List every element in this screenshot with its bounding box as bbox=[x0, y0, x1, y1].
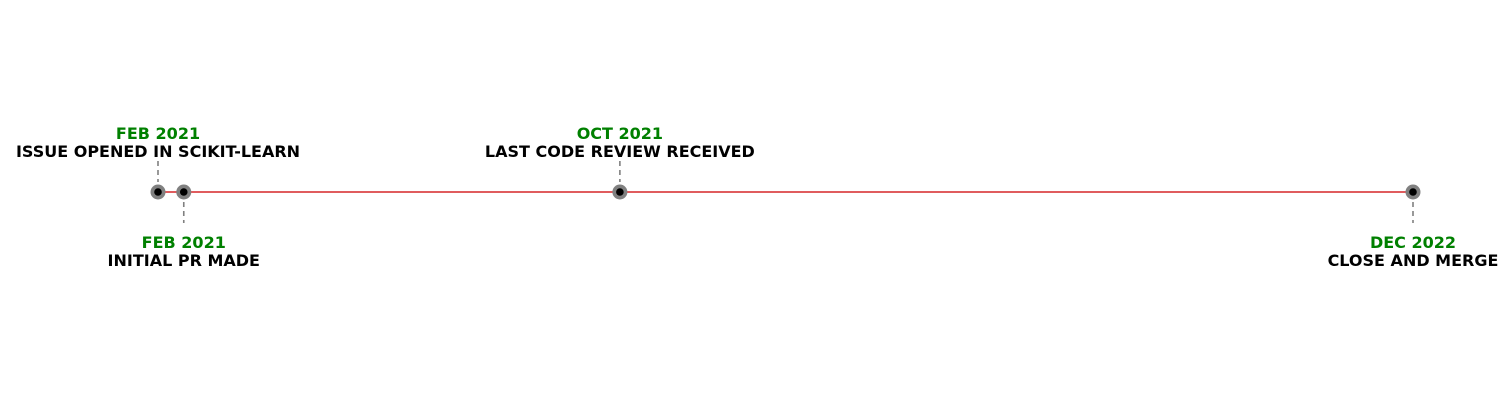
event-label-3: LAST CODE REVIEW RECEIVED bbox=[485, 142, 755, 161]
event-date-label-1: FEB 2021 bbox=[116, 124, 200, 143]
event-date-label-2: FEB 2021 bbox=[142, 233, 226, 252]
event-marker-dot-1 bbox=[154, 188, 162, 196]
event-label-2: INITIAL PR MADE bbox=[108, 251, 260, 270]
event-marker-dot-3 bbox=[616, 188, 624, 196]
stem-layer bbox=[157, 161, 1414, 223]
event-marker-dot-2 bbox=[179, 188, 188, 196]
event-label-1: ISSUE OPENED IN SCIKIT-LEARN bbox=[16, 142, 300, 161]
event-date-label-3: OCT 2021 bbox=[577, 124, 663, 143]
event-label-4: CLOSE AND MERGE bbox=[1328, 251, 1499, 270]
event-date-label-4: DEC 2022 bbox=[1370, 233, 1456, 252]
event-marker-dot-4 bbox=[1409, 188, 1417, 196]
marker-layer bbox=[150, 184, 1421, 200]
